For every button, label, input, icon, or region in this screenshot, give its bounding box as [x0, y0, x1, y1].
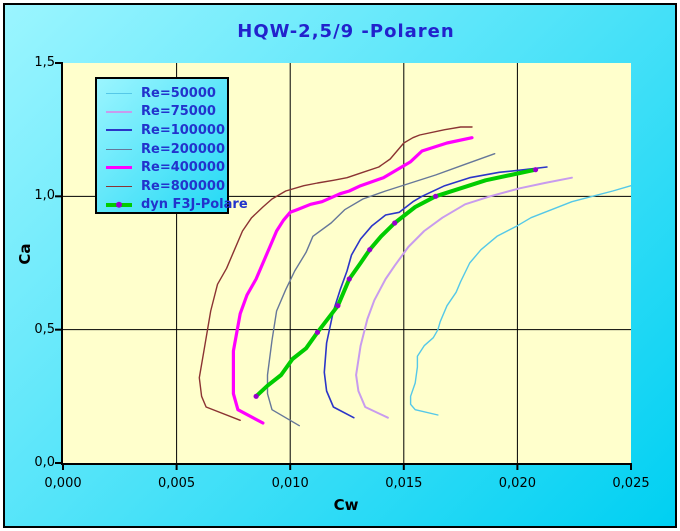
- legend-line-sample-re50000: [106, 92, 132, 94]
- chart-title: HQW-2,5/9 -Polaren: [237, 21, 455, 42]
- y-tick-label: 1,5: [34, 55, 55, 70]
- series-marker-dyn-f3j: [314, 329, 321, 335]
- series-marker-dyn-f3j: [367, 247, 373, 253]
- x-tick-label: 0,010: [271, 476, 309, 491]
- series-line-re200000: [266, 152, 496, 427]
- legend-label: dyn F3J-Polare: [141, 197, 248, 213]
- legend-line-sample-dyn-f3j: [106, 201, 132, 208]
- series-marker-dyn-f3j: [253, 393, 259, 399]
- legend-marker-dyn-f3j: [116, 201, 122, 208]
- legend-line-sample-re200000: [106, 148, 132, 150]
- x-tick-label: 0,020: [498, 476, 536, 491]
- series-marker-dyn-f3j: [335, 303, 341, 309]
- axis-layer: 0,000 0,005 0,010 0,015 0,020 0,025 0,0 0,5 1,0 1…: [5, 5, 675, 526]
- series-marker-dyn-f3j: [532, 167, 539, 173]
- legend-label: Re=50000: [141, 85, 216, 101]
- series-line-dyn-f3j: [254, 167, 538, 399]
- series-line-re75000: [355, 176, 573, 419]
- series-line-re100000: [323, 166, 548, 419]
- legend-label: Re=200000: [141, 141, 225, 157]
- x-tick-label: 0,025: [612, 476, 650, 491]
- legend-line-sample-re75000: [106, 110, 132, 113]
- x-tick-label: 0,005: [157, 476, 196, 491]
- series-marker-dyn-f3j: [346, 276, 352, 282]
- series-line-re800000: [198, 126, 473, 421]
- series-line-re400000: [231, 136, 474, 425]
- y-tick-label: 1,0: [34, 188, 55, 204]
- legend-item-dyn-f3j: dyn F3J-Polare: [97, 196, 248, 215]
- y-tick-label: 0,0: [34, 455, 55, 470]
- legend-line-sample-re800000: [106, 185, 132, 187]
- y-axis-title: Ca: [16, 243, 34, 265]
- legend-item-re200000: Re=200000: [97, 140, 227, 159]
- legend-label: Re=75000: [141, 104, 216, 120]
- x-tick-label: 0,015: [385, 476, 423, 491]
- legend-line-sample-re100000: [106, 129, 132, 132]
- series-marker-dyn-f3j: [392, 220, 398, 226]
- legend-item-re800000: Re=800000: [97, 177, 227, 196]
- legend-label: Re=100000: [141, 122, 225, 138]
- plot-canvas: [55, 62, 632, 470]
- legend-label: Re=800000: [141, 178, 225, 194]
- y-tick-label: 0,5: [34, 321, 55, 337]
- series-marker-dyn-f3j: [433, 193, 439, 199]
- legend-item-re100000: Re=100000: [97, 121, 227, 140]
- legend-item-re75000: Re=75000: [97, 103, 227, 122]
- legend-item-re400000: Re=400000: [97, 158, 227, 177]
- legend-label: Re=400000: [141, 160, 225, 176]
- x-axis-title: Cw: [333, 496, 359, 514]
- x-tick-label: 0,000: [44, 476, 82, 491]
- legend-box: Re=50000 Re=75000 Re=100000 Re=200000 Re=400…: [95, 77, 248, 215]
- chart-background: HQW-2,5/9 -Polaren 0,000 0,005 0,010 0,015 0…: [3, 3, 677, 528]
- legend-line-sample-re400000: [106, 166, 132, 170]
- series-line-re50000: [409, 184, 632, 416]
- legend-item-re50000: Re=50000: [97, 84, 227, 103]
